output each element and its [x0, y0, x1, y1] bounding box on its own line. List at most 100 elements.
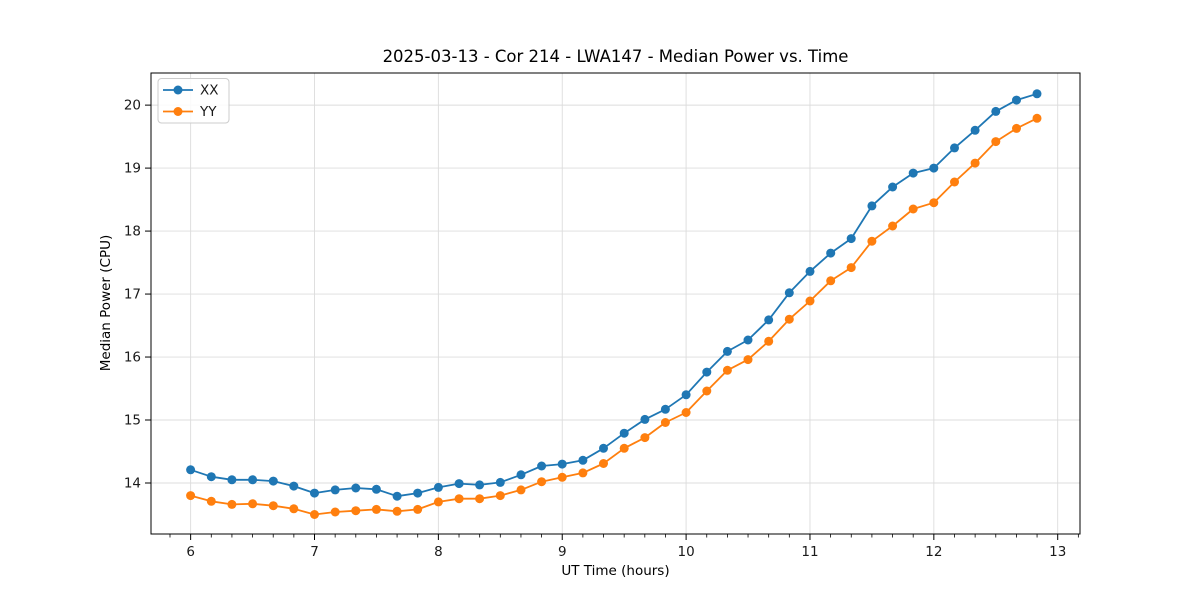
series-marker-yy: [454, 494, 464, 504]
series-marker-yy: [578, 468, 588, 478]
series-marker-xx: [371, 484, 381, 494]
series-marker-yy: [702, 386, 712, 396]
series-marker-xx: [764, 315, 774, 325]
y-tick-label: 15: [124, 413, 141, 429]
series-marker-xx: [310, 488, 319, 498]
series-line-yy: [190, 117, 1038, 516]
y-tick-label: 14: [124, 475, 141, 491]
series-marker-yy: [310, 510, 319, 519]
series-marker-xx: [805, 266, 815, 276]
series-marker-xx: [516, 470, 526, 480]
series-marker-yy: [950, 177, 959, 187]
series-marker-yy: [722, 365, 732, 375]
series-marker-yy: [846, 263, 856, 273]
series-marker-yy: [227, 499, 237, 509]
series-marker-yy: [351, 506, 361, 516]
y-tick-label: 18: [124, 224, 141, 240]
series-marker-xx: [599, 443, 608, 453]
series-marker-yy: [206, 496, 216, 506]
legend-label-yy: YY: [199, 104, 217, 120]
series-marker-yy: [970, 158, 980, 168]
series-marker-xx: [826, 248, 836, 258]
series-marker-xx: [578, 455, 588, 465]
series-marker-xx: [454, 479, 464, 489]
series-marker-xx: [970, 125, 980, 135]
series-marker-xx: [495, 477, 505, 487]
y-tick-label: 17: [124, 287, 141, 303]
legend-sample-marker: [173, 85, 183, 95]
series-marker-yy: [557, 472, 567, 482]
x-tick-label: 8: [434, 544, 443, 560]
series-marker-yy: [433, 497, 443, 507]
series-marker-yy: [1012, 123, 1021, 133]
x-tick-label: 11: [801, 544, 818, 560]
series-marker-xx: [722, 346, 732, 356]
series-marker-xx: [186, 465, 196, 475]
series-marker-yy: [888, 221, 898, 231]
series-line-xx: [190, 92, 1038, 498]
series-marker-yy: [619, 443, 629, 453]
series-marker-yy: [867, 236, 877, 246]
series-marker-xx: [640, 414, 650, 424]
series-marker-xx: [660, 404, 670, 414]
series-marker-xx: [330, 485, 340, 495]
series-marker-xx: [537, 461, 547, 471]
chart-title: 2025-03-13 - Cor 214 - LWA147 - Median P…: [382, 47, 849, 66]
x-tick-label: 6: [186, 544, 195, 560]
series-marker-yy: [475, 494, 485, 504]
series-marker-yy: [289, 504, 299, 514]
series-marker-yy: [681, 408, 691, 417]
series-marker-xx: [392, 491, 402, 501]
x-tick-label: 12: [925, 544, 942, 560]
series-marker-yy: [516, 485, 526, 495]
series-marker-yy: [660, 418, 670, 427]
series-marker-yy: [413, 504, 423, 514]
series-marker-yy: [826, 276, 836, 286]
series-marker-yy: [495, 491, 505, 501]
series-marker-yy: [186, 491, 196, 501]
series-marker-yy: [784, 314, 794, 324]
series-marker-xx: [681, 390, 691, 400]
series-marker-xx: [743, 335, 753, 345]
x-tick-label: 10: [678, 544, 695, 560]
series-marker-yy: [392, 506, 402, 516]
series-marker-yy: [330, 507, 340, 517]
series-marker-yy: [268, 501, 278, 511]
series-marker-yy: [805, 296, 815, 306]
x-tick-label: 7: [310, 544, 319, 560]
series-marker-xx: [908, 168, 918, 178]
y-tick-label: 16: [124, 350, 141, 366]
series-marker-xx: [351, 483, 361, 493]
series-marker-xx: [1012, 95, 1021, 105]
series-marker-xx: [950, 143, 959, 153]
series-marker-xx: [619, 428, 629, 438]
series-marker-yy: [248, 499, 258, 509]
series-marker-xx: [248, 475, 258, 485]
y-tick-label: 19: [124, 161, 141, 177]
legend: XX YY: [157, 78, 230, 124]
series-marker-yy: [599, 459, 608, 468]
series-marker-yy: [743, 355, 753, 365]
series-marker-yy: [929, 198, 939, 208]
series-marker-xx: [991, 106, 1001, 116]
series-marker-yy: [537, 477, 547, 487]
legend-sample-marker: [173, 107, 183, 116]
series-marker-yy: [371, 504, 381, 514]
series-marker-yy: [1032, 113, 1042, 123]
series-marker-xx: [206, 472, 216, 482]
series-marker-xx: [702, 367, 712, 377]
series-marker-xx: [929, 163, 939, 173]
series-marker-xx: [888, 182, 898, 192]
series-marker-xx: [557, 459, 567, 469]
series-marker-xx: [867, 201, 877, 211]
x-tick-label: 13: [1049, 544, 1066, 560]
legend-label-xx: XX: [200, 83, 219, 99]
series-marker-yy: [640, 433, 650, 443]
series-marker-yy: [764, 336, 774, 346]
series-marker-xx: [1032, 89, 1042, 99]
series-marker-xx: [433, 482, 443, 492]
series-marker-xx: [227, 475, 237, 485]
series-marker-xx: [784, 288, 794, 298]
